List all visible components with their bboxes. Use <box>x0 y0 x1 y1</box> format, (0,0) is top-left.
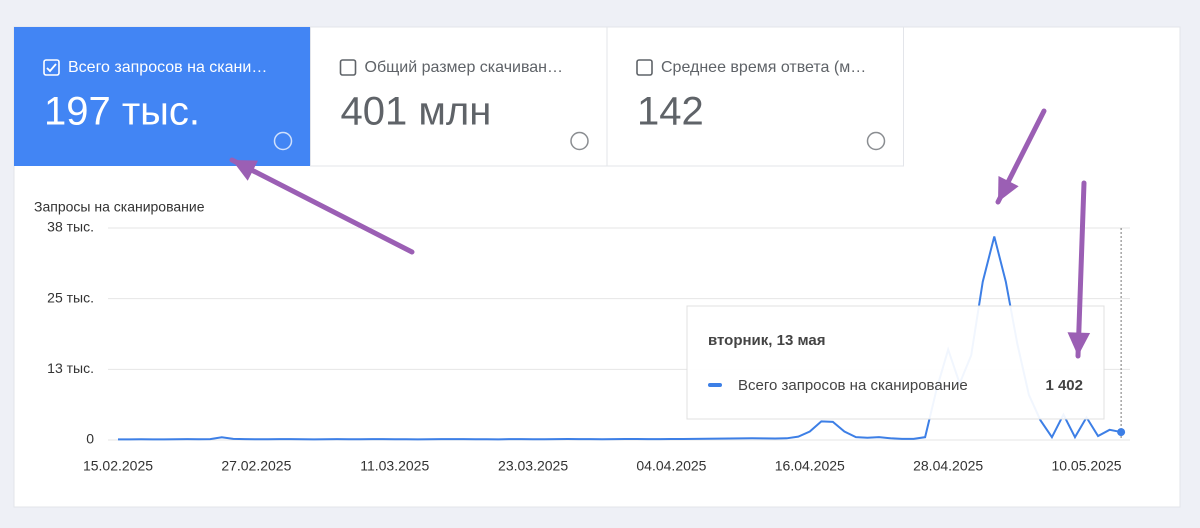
tooltip-bg <box>686 305 1105 420</box>
plot: 0 13 тыс. 25 тыс. 38 тыс. 15.02.2025 27.02.20… <box>47 219 1130 474</box>
tooltip-title: вторник, 13 мая <box>708 332 825 349</box>
help-icon <box>570 131 589 151</box>
arrow-shaft <box>229 157 415 255</box>
card-value: 197 тыс. <box>44 90 200 134</box>
help-icon <box>866 131 886 151</box>
y-tick-label: 13 тыс. <box>47 360 94 376</box>
hover-point <box>1117 428 1126 437</box>
tooltip-swatch <box>708 383 722 387</box>
y-tick-label: 25 тыс. <box>47 289 94 305</box>
x-tick-label: 23.03.2025 <box>498 458 568 474</box>
card-bg <box>310 26 608 167</box>
card-bg <box>14 27 311 166</box>
arrow-head <box>232 160 258 181</box>
card-label: Среднее время ответа (м… <box>661 59 866 76</box>
x-tick-label: 15.02.2025 <box>83 458 153 474</box>
tooltip-series: Всего запросов на сканирование <box>738 377 968 394</box>
card-bg <box>606 26 904 167</box>
help-icon <box>273 131 293 151</box>
arrow-head <box>998 176 1019 202</box>
card-label: Общий размер скачиван… <box>365 59 564 76</box>
card-value: 142 <box>637 90 704 134</box>
y-axis-title: Запросы на сканирование <box>34 199 205 215</box>
card-value: 401 млн <box>341 90 492 134</box>
x-tick-label: 27.02.2025 <box>221 458 291 474</box>
cards: Всего запросов на скани… 197 тыс. Общий ра… <box>14 26 904 167</box>
x-tick-label: 28.04.2025 <box>913 458 983 474</box>
x-tick-label: 04.04.2025 <box>636 458 706 474</box>
arrow-shaft <box>1075 180 1087 359</box>
arrow-head <box>1067 332 1091 356</box>
checkbox <box>636 59 653 76</box>
checkbox <box>339 59 357 76</box>
metric-card[interactable]: Общий размер скачиван… 401 млн <box>310 26 608 167</box>
tooltip-value: 1 402 <box>1045 377 1083 394</box>
tooltip: вторник, 13 мая Всего запросов на сканиро… <box>686 305 1105 420</box>
x-tick-label: 10.05.2025 <box>1051 458 1121 474</box>
metric-card[interactable]: Всего запросов на скани… 197 тыс. <box>14 27 311 166</box>
x-tick-label: 11.03.2025 <box>360 458 429 474</box>
metric-card[interactable]: Среднее время ответа (м… 142 <box>606 26 904 167</box>
checkmark <box>46 63 57 73</box>
checkbox <box>43 59 60 76</box>
card-label: Всего запросов на скани… <box>68 59 267 76</box>
y-tick-label: 0 <box>86 431 94 447</box>
annotation-arrows <box>229 108 1091 359</box>
x-tick-label: 16.04.2025 <box>775 458 845 474</box>
y-tick-label: 38 тыс. <box>47 219 94 235</box>
